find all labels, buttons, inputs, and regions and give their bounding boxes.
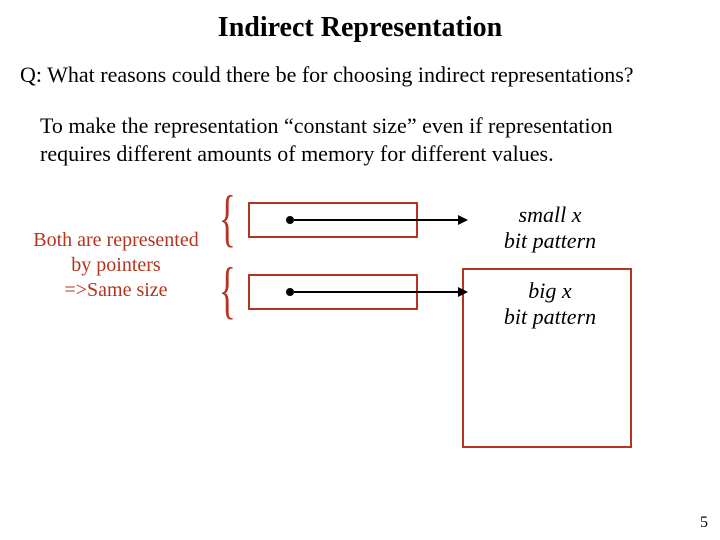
question-text: Q: What reasons could there be for choos…	[20, 62, 700, 88]
left-caption: Both are represented by pointers =>Same …	[26, 228, 206, 303]
left-caption-line1: Both are represented	[33, 229, 198, 251]
big-x-line2: bit pattern	[504, 304, 596, 329]
answer-text: To make the representation “constant siz…	[40, 112, 680, 167]
left-caption-line3: =>Same size	[64, 279, 167, 301]
big-x-line1: big x	[528, 278, 571, 303]
page-number: 5	[700, 514, 708, 532]
pointer-arrow-2	[294, 291, 458, 293]
pointer-arrow-1	[294, 219, 458, 221]
small-x-label: small x bit pattern	[480, 202, 620, 255]
left-caption-line2: by pointers	[71, 254, 160, 276]
arrow-head-1	[458, 215, 468, 225]
pointer-dot-2	[286, 288, 294, 296]
small-x-line1: small x	[519, 202, 582, 227]
big-x-label: big x bit pattern	[480, 278, 620, 331]
pointer-dot-1	[286, 216, 294, 224]
arrow-head-2	[458, 287, 468, 297]
small-x-line2: bit pattern	[504, 228, 596, 253]
slide-title: Indirect Representation	[0, 12, 720, 44]
brace-bottom: {	[219, 258, 236, 322]
brace-top: {	[219, 186, 236, 250]
